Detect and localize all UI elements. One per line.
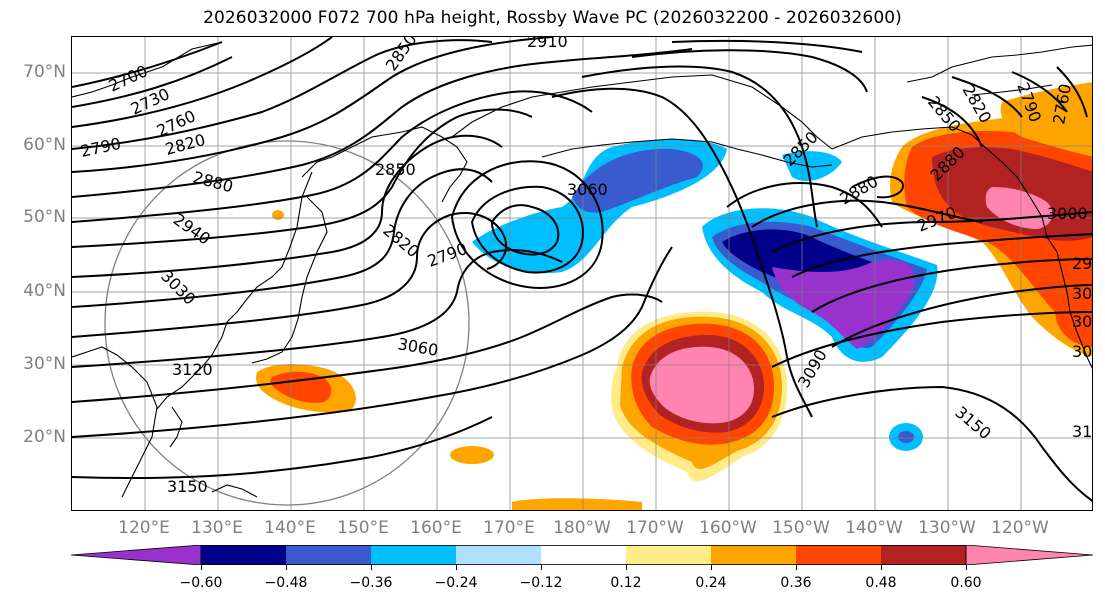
contour-label-2970-b: 2970 — [1072, 254, 1093, 273]
height-contours — [72, 37, 1092, 502]
colorbar-tick-neg012: −0.12 — [519, 575, 563, 591]
lon-label-140w: 140°W — [845, 518, 903, 538]
colorbar-bin-9 — [881, 545, 966, 565]
contour-label-3000-b: 3000 — [1072, 284, 1093, 303]
lon-label-120e: 120°E — [118, 518, 170, 538]
colorbar-bin-2 — [286, 545, 371, 565]
contour-label-2790: 2790 — [79, 134, 123, 161]
colorbar-bin-7 — [711, 545, 796, 565]
contour-labels: 2700 2730 2760 2790 2820 2850 2880 2910 … — [79, 37, 1093, 496]
contour-label-2880: 2880 — [191, 168, 235, 197]
map-panel: 2700 2730 2760 2790 2820 2850 2880 2910 … — [71, 36, 1093, 511]
contour-label-3090-b: 3090 — [1072, 342, 1093, 361]
lat-label-60n: 60°N — [23, 135, 66, 155]
contour-label-3060-c: 3060 — [1072, 312, 1093, 331]
colorbar-tick-024: 0.24 — [695, 575, 727, 591]
colorbar-tick-neg036: −0.36 — [349, 575, 393, 591]
lon-label-140e: 140°E — [264, 518, 316, 538]
lon-label-170e: 170°E — [483, 518, 535, 538]
colorbar-max-arrow — [965, 545, 1093, 565]
lon-label-170w: 170°W — [626, 518, 684, 538]
colorbar-min-arrow — [71, 545, 202, 565]
colorbar-tick-048: 0.48 — [865, 575, 897, 591]
contour-label-2940: 2940 — [170, 210, 214, 249]
contour-label-3060: 3060 — [396, 334, 439, 360]
colorbar-bin-5 — [541, 545, 626, 565]
colorbar — [71, 545, 1093, 565]
contour-label-2790-low: 2790 — [425, 239, 470, 271]
contour-label-3150: 3150 — [167, 477, 208, 496]
lon-label-160w: 160°W — [699, 518, 757, 538]
lat-label-50n: 50°N — [23, 207, 66, 227]
contour-label-3150-b: 3150 — [1072, 422, 1093, 441]
lon-label-150e: 150°E — [337, 518, 389, 538]
contour-label-3000: 3000 — [1047, 204, 1088, 223]
colorbar-bin-6 — [626, 545, 711, 565]
lat-label-70n: 70°N — [23, 62, 66, 82]
colorbar-bin-8 — [796, 545, 881, 565]
domain-circle — [104, 140, 470, 506]
colorbar-bin-3 — [371, 545, 456, 565]
contour-label-2850: 2850 — [382, 37, 421, 74]
contour-label-3060-b: 3060 — [567, 180, 608, 199]
lat-label-20n: 20°N — [23, 427, 66, 447]
colorbar-bin-1 — [201, 545, 286, 565]
colorbar-bin-4 — [456, 545, 541, 565]
lon-label-150w: 150°W — [772, 518, 830, 538]
contour-label-3150-east: 3150 — [951, 403, 994, 444]
lon-label-160e: 160°E — [410, 518, 462, 538]
lat-label-40n: 40°N — [23, 281, 66, 301]
chart-title: 2026032000 F072 700 hPa height, Rossby W… — [203, 8, 902, 28]
lon-label-130w: 130°W — [918, 518, 976, 538]
contour-label-2850-low: 2850 — [375, 160, 416, 179]
contour-label-3030: 3030 — [157, 266, 199, 308]
contour-label-3090: 3090 — [794, 346, 831, 391]
contour-label-3120: 3120 — [172, 360, 213, 379]
lat-label-30n: 30°N — [23, 354, 66, 374]
contour-label-2910: 2910 — [527, 37, 568, 51]
colorbar-tick-060: 0.60 — [950, 575, 982, 591]
colorbar-tick-036: 0.36 — [780, 575, 812, 591]
colorbar-tick-012: 0.12 — [610, 575, 642, 591]
lon-label-130e: 130°E — [191, 518, 243, 538]
lon-label-180w: 180°W — [553, 518, 611, 538]
colorbar-tick-neg060: −0.60 — [179, 575, 223, 591]
map-canvas: 2700 2730 2760 2790 2820 2850 2880 2910 … — [72, 37, 1093, 510]
colorbar-tick-neg048: −0.48 — [264, 575, 308, 591]
colorbar-tick-neg024: −0.24 — [434, 575, 478, 591]
lon-label-120w: 120°W — [991, 518, 1049, 538]
